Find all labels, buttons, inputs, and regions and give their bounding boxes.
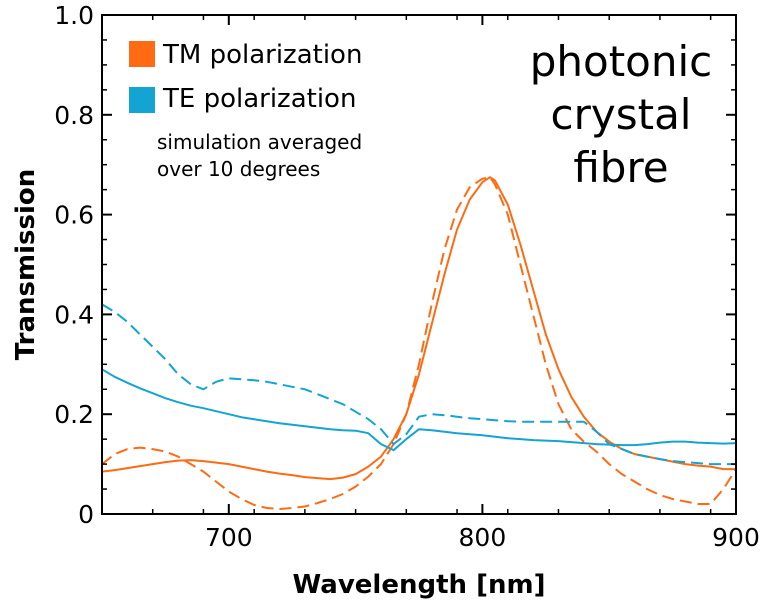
annotation-note-line2: over 10 degrees: [157, 157, 320, 181]
y-tick-label: 0.8: [54, 101, 94, 130]
legend-label-te: TE polarization: [162, 84, 356, 114]
x-tick-label: 700: [205, 523, 253, 552]
series-tm-solid: [101, 176, 736, 481]
y-tick-label: 0.6: [54, 201, 94, 230]
y-tick-label: 0.2: [54, 400, 94, 429]
annotation-big-line1: photonic: [530, 37, 713, 86]
y-tick-label: 0.4: [54, 300, 94, 329]
x-axis-title: Wavelength [nm]: [293, 570, 546, 600]
x-tick-label: 800: [459, 523, 507, 552]
annotation-note-line1: simulation averaged: [157, 130, 362, 154]
series-layer: [101, 176, 737, 510]
y-tick-label: 0: [78, 500, 94, 529]
legend-swatch-te: [129, 87, 155, 113]
series-tm-dashed: [101, 176, 737, 510]
series-te-dashed: [101, 303, 736, 466]
annotation-big-line2: crystal: [551, 90, 692, 139]
y-axis-title: Transmission: [11, 169, 41, 360]
legend-label-tm: TM polarization: [162, 40, 362, 70]
series-te-solid: [101, 368, 737, 452]
x-tick-label: 900: [712, 523, 760, 552]
legend: TM polarization TE polarization: [129, 40, 362, 114]
y-tick-label: 1.0: [54, 1, 94, 30]
legend-swatch-tm: [129, 41, 155, 67]
ticks-layer: 700 800 900 0 0.2 0.4 0.6 0.8 1.0: [54, 1, 760, 552]
annotation-big-line3: fibre: [573, 143, 668, 192]
